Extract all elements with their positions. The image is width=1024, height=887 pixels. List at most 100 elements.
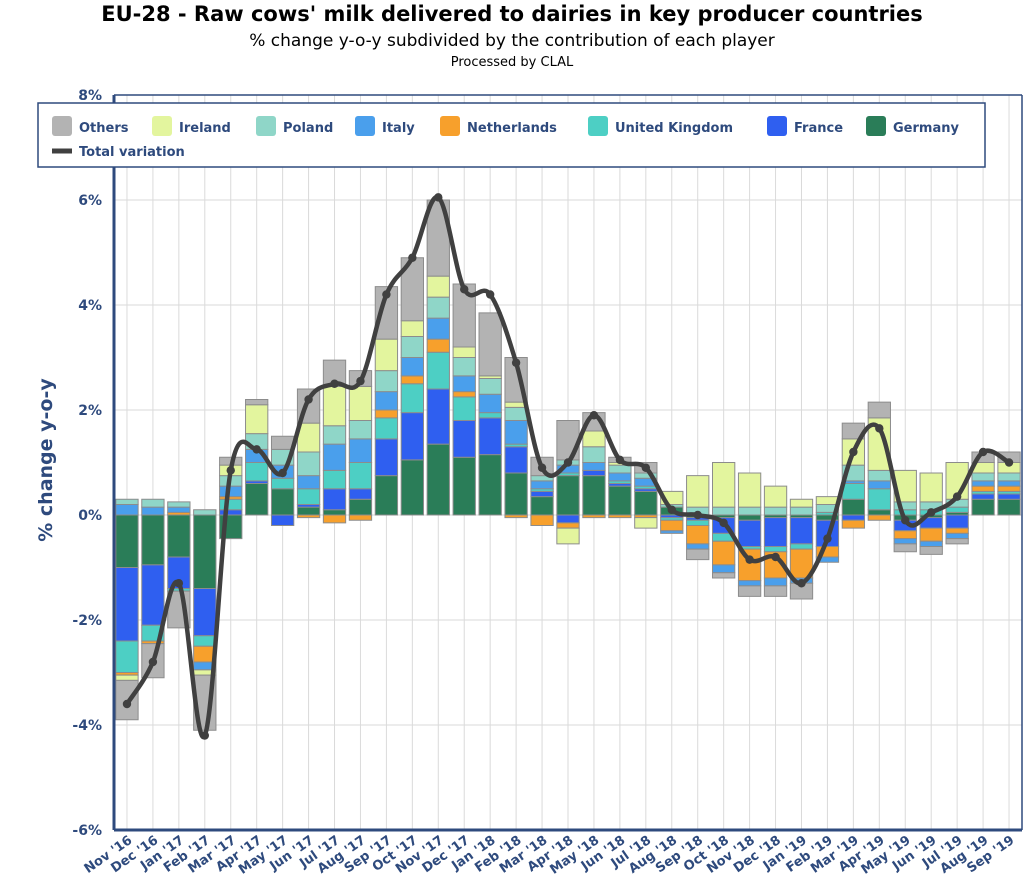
y-tick-label: -4% <box>72 718 102 734</box>
bar-germany <box>867 509 891 516</box>
bar-ireland <box>245 404 269 435</box>
bar-france <box>348 488 373 500</box>
bar-poland <box>504 406 528 421</box>
total-variation-point <box>226 466 235 475</box>
total-variation-point <box>537 463 547 472</box>
total-variation-point <box>148 657 158 667</box>
legend-swatch <box>588 116 608 136</box>
bar-poland <box>608 464 632 474</box>
bar-netherlands <box>660 519 684 532</box>
bar-ireland <box>115 674 139 681</box>
bar-italy <box>582 462 606 471</box>
bar-ireland <box>348 385 373 421</box>
total-variation-point <box>356 376 365 386</box>
bar-italy <box>919 540 943 547</box>
legend-label: Total variation <box>79 145 185 160</box>
bar-united-kingdom <box>789 543 814 550</box>
bar-ireland <box>712 462 736 508</box>
total-variation-point <box>719 518 728 528</box>
bar-italy <box>608 472 632 482</box>
bar-france <box>841 514 866 521</box>
y-tick-label: 4% <box>78 298 102 314</box>
bar-united-kingdom <box>219 498 243 511</box>
bar-poland <box>763 506 788 516</box>
total-variation-point <box>693 510 702 520</box>
bar-ireland <box>556 527 580 545</box>
bar-others <box>712 572 736 579</box>
bar-netherlands <box>322 514 347 524</box>
bar-netherlands <box>971 485 995 492</box>
chart-source: Processed by CLAL <box>450 55 574 70</box>
total-variation-point <box>1004 458 1014 467</box>
bar-ireland <box>400 320 424 337</box>
bar-poland <box>322 425 347 445</box>
total-variation-point <box>278 468 287 478</box>
bar-germany <box>737 514 762 521</box>
bar-poland <box>712 506 736 516</box>
bar-italy <box>374 391 399 411</box>
bar-germany <box>167 514 191 558</box>
bar-poland <box>115 498 139 505</box>
legend-label: Others <box>79 121 129 136</box>
bar-germany <box>971 498 995 516</box>
bar-ireland <box>426 275 450 298</box>
bar-netherlands <box>919 527 943 542</box>
y-tick-label: -2% <box>72 613 102 629</box>
bar-germany <box>478 454 502 516</box>
bar-united-kingdom <box>763 546 788 553</box>
bar-germany <box>141 514 165 566</box>
bar-poland <box>971 472 995 482</box>
bar-germany <box>374 475 399 516</box>
bar-italy <box>893 538 917 545</box>
bar-poland <box>426 296 450 319</box>
bar-ireland <box>322 385 347 427</box>
bar-united-kingdom <box>270 477 295 490</box>
bar-france <box>141 564 165 626</box>
bar-germany <box>322 509 347 516</box>
bar-france <box>478 417 502 456</box>
bar-italy <box>971 480 995 487</box>
bar-france <box>997 493 1021 500</box>
total-variation-point <box>563 458 573 467</box>
bar-italy <box>452 375 476 393</box>
total-variation-point <box>174 579 184 588</box>
bar-ireland <box>815 496 840 505</box>
bar-netherlands <box>945 527 969 534</box>
bar-france <box>219 509 243 516</box>
bar-italy <box>945 532 969 540</box>
bar-netherlands <box>841 519 866 529</box>
bar-poland <box>167 501 191 508</box>
y-tick-label: 8% <box>78 88 102 104</box>
bar-ireland <box>763 485 788 508</box>
bar-united-kingdom <box>245 462 269 482</box>
bar-united-kingdom <box>348 462 373 490</box>
bar-others <box>686 548 710 561</box>
bar-others <box>374 286 399 340</box>
bar-italy <box>737 580 762 587</box>
bar-united-kingdom <box>893 509 917 516</box>
bar-france <box>763 517 788 547</box>
legend-swatch <box>355 116 375 136</box>
y-tick-label: 2% <box>78 403 102 419</box>
bar-others <box>737 585 762 597</box>
bar-ireland <box>634 517 658 529</box>
bar-others <box>556 420 580 461</box>
bar-united-kingdom <box>478 412 502 419</box>
bar-france <box>426 388 450 445</box>
bar-poland <box>141 498 165 508</box>
bar-france <box>504 446 528 474</box>
bar-netherlands <box>348 514 373 521</box>
bar-poland <box>374 370 399 393</box>
bar-italy <box>296 475 321 490</box>
bar-italy <box>400 357 424 377</box>
bar-netherlands <box>504 514 528 519</box>
total-variation-point <box>485 290 495 299</box>
bar-poland <box>400 336 424 358</box>
total-variation-point <box>641 463 651 472</box>
total-variation-point <box>823 534 832 543</box>
bar-ireland <box>789 498 814 508</box>
bar-germany <box>452 456 476 516</box>
bar-germany <box>504 472 528 516</box>
bar-others <box>245 399 269 406</box>
